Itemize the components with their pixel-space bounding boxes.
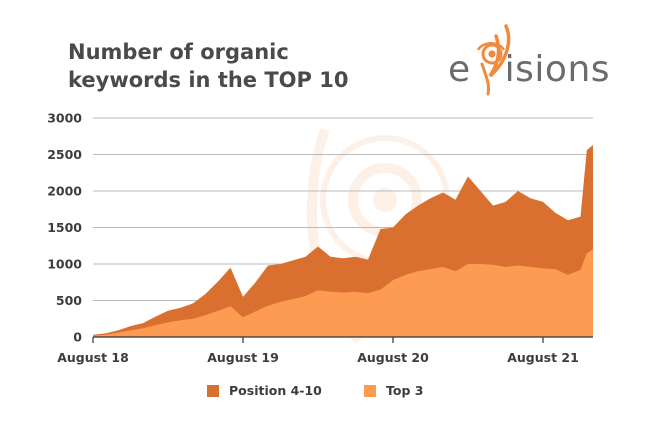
chart-title-line-2: keywords in the TOP 10: [68, 68, 349, 92]
y-tick-label-1500: 1500: [47, 220, 82, 235]
logo-text-left: e: [448, 49, 471, 90]
x-tick-label-2: August 20: [357, 350, 429, 365]
logo-wordmark: e isions: [448, 49, 610, 90]
legend-swatch-top-3: [364, 384, 376, 397]
y-tick-label-2000: 2000: [47, 184, 82, 199]
x-tick-label-0: August 18: [57, 350, 129, 365]
chart-title: Number of organic keywords in the TOP 10: [68, 38, 398, 94]
legend-label-position-4-10: Position 4-10: [229, 383, 322, 398]
legend-swatch-position-4-10: [207, 384, 219, 397]
logo-eye-icon: [476, 24, 511, 96]
evisions-logo: e isions: [448, 20, 623, 100]
y-tick-label-2500: 2500: [47, 147, 82, 162]
y-tick-label-1000: 1000: [47, 257, 82, 272]
y-tick-label-3000: 3000: [47, 111, 82, 126]
area-top-3: [93, 249, 593, 337]
logo-text-right: isions: [504, 49, 611, 90]
chart-title-line-1: Number of organic: [68, 40, 289, 64]
legend-label-top-3: Top 3: [386, 383, 424, 398]
y-tick-label-500: 500: [56, 293, 82, 308]
legend-item-top-3: Top 3: [364, 383, 423, 398]
x-tick-label-3: August 21: [507, 350, 579, 365]
y-tick-label-0: 0: [73, 330, 82, 345]
x-tick-label-1: August 19: [207, 350, 279, 365]
legend-item-position-4-10: Position 4-10: [207, 383, 322, 398]
chart-legend: Position 4-10 Top 3: [0, 383, 666, 407]
